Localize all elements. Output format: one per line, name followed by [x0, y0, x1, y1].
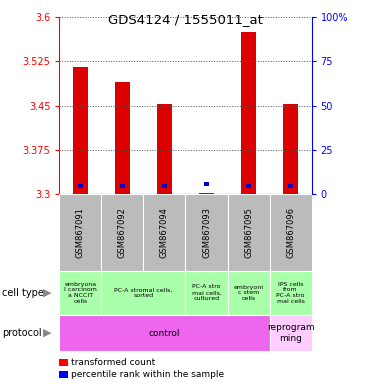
- Text: GSM867092: GSM867092: [118, 207, 127, 258]
- Text: GSM867091: GSM867091: [76, 207, 85, 258]
- Bar: [115, 82, 130, 194]
- Bar: [246, 184, 251, 188]
- Text: ▶: ▶: [43, 288, 51, 298]
- Bar: [101, 194, 144, 271]
- Bar: [59, 194, 101, 271]
- Text: GSM867093: GSM867093: [202, 207, 211, 258]
- Text: percentile rank within the sample: percentile rank within the sample: [71, 370, 224, 379]
- Bar: [59, 315, 270, 351]
- Bar: [270, 194, 312, 271]
- Bar: [270, 315, 312, 351]
- Text: control: control: [149, 329, 180, 338]
- Bar: [157, 104, 172, 194]
- Bar: [101, 271, 186, 315]
- Bar: [288, 184, 293, 188]
- Bar: [227, 194, 270, 271]
- Text: embryoni
c stem
cells: embryoni c stem cells: [234, 285, 263, 301]
- Bar: [78, 184, 83, 188]
- Bar: [162, 184, 167, 188]
- Bar: [199, 193, 214, 194]
- Text: cell type: cell type: [2, 288, 44, 298]
- Bar: [120, 184, 125, 188]
- Bar: [227, 271, 270, 315]
- Bar: [186, 194, 227, 271]
- Text: GSM867094: GSM867094: [160, 207, 169, 258]
- Bar: [186, 271, 227, 315]
- Text: IPS cells
from
PC-A stro
mal cells: IPS cells from PC-A stro mal cells: [276, 281, 305, 304]
- Text: GSM867096: GSM867096: [286, 207, 295, 258]
- Bar: [241, 32, 256, 194]
- Text: GDS4124 / 1555011_at: GDS4124 / 1555011_at: [108, 13, 263, 26]
- Text: reprogram
ming: reprogram ming: [267, 323, 315, 343]
- Text: PC-A stromal cells,
sorted: PC-A stromal cells, sorted: [114, 287, 173, 298]
- Bar: [59, 271, 101, 315]
- Bar: [73, 67, 88, 194]
- Bar: [283, 104, 298, 194]
- Text: protocol: protocol: [2, 328, 42, 338]
- Text: PC-A stro
mal cells,
cultured: PC-A stro mal cells, cultured: [191, 285, 221, 301]
- Bar: [144, 194, 186, 271]
- Text: GSM867095: GSM867095: [244, 207, 253, 258]
- Bar: [270, 271, 312, 315]
- Text: ▶: ▶: [43, 328, 51, 338]
- Bar: [204, 182, 209, 186]
- Text: transformed count: transformed count: [71, 358, 155, 367]
- Text: embryona
l carcinom
a NCCIT
cells: embryona l carcinom a NCCIT cells: [64, 281, 97, 304]
